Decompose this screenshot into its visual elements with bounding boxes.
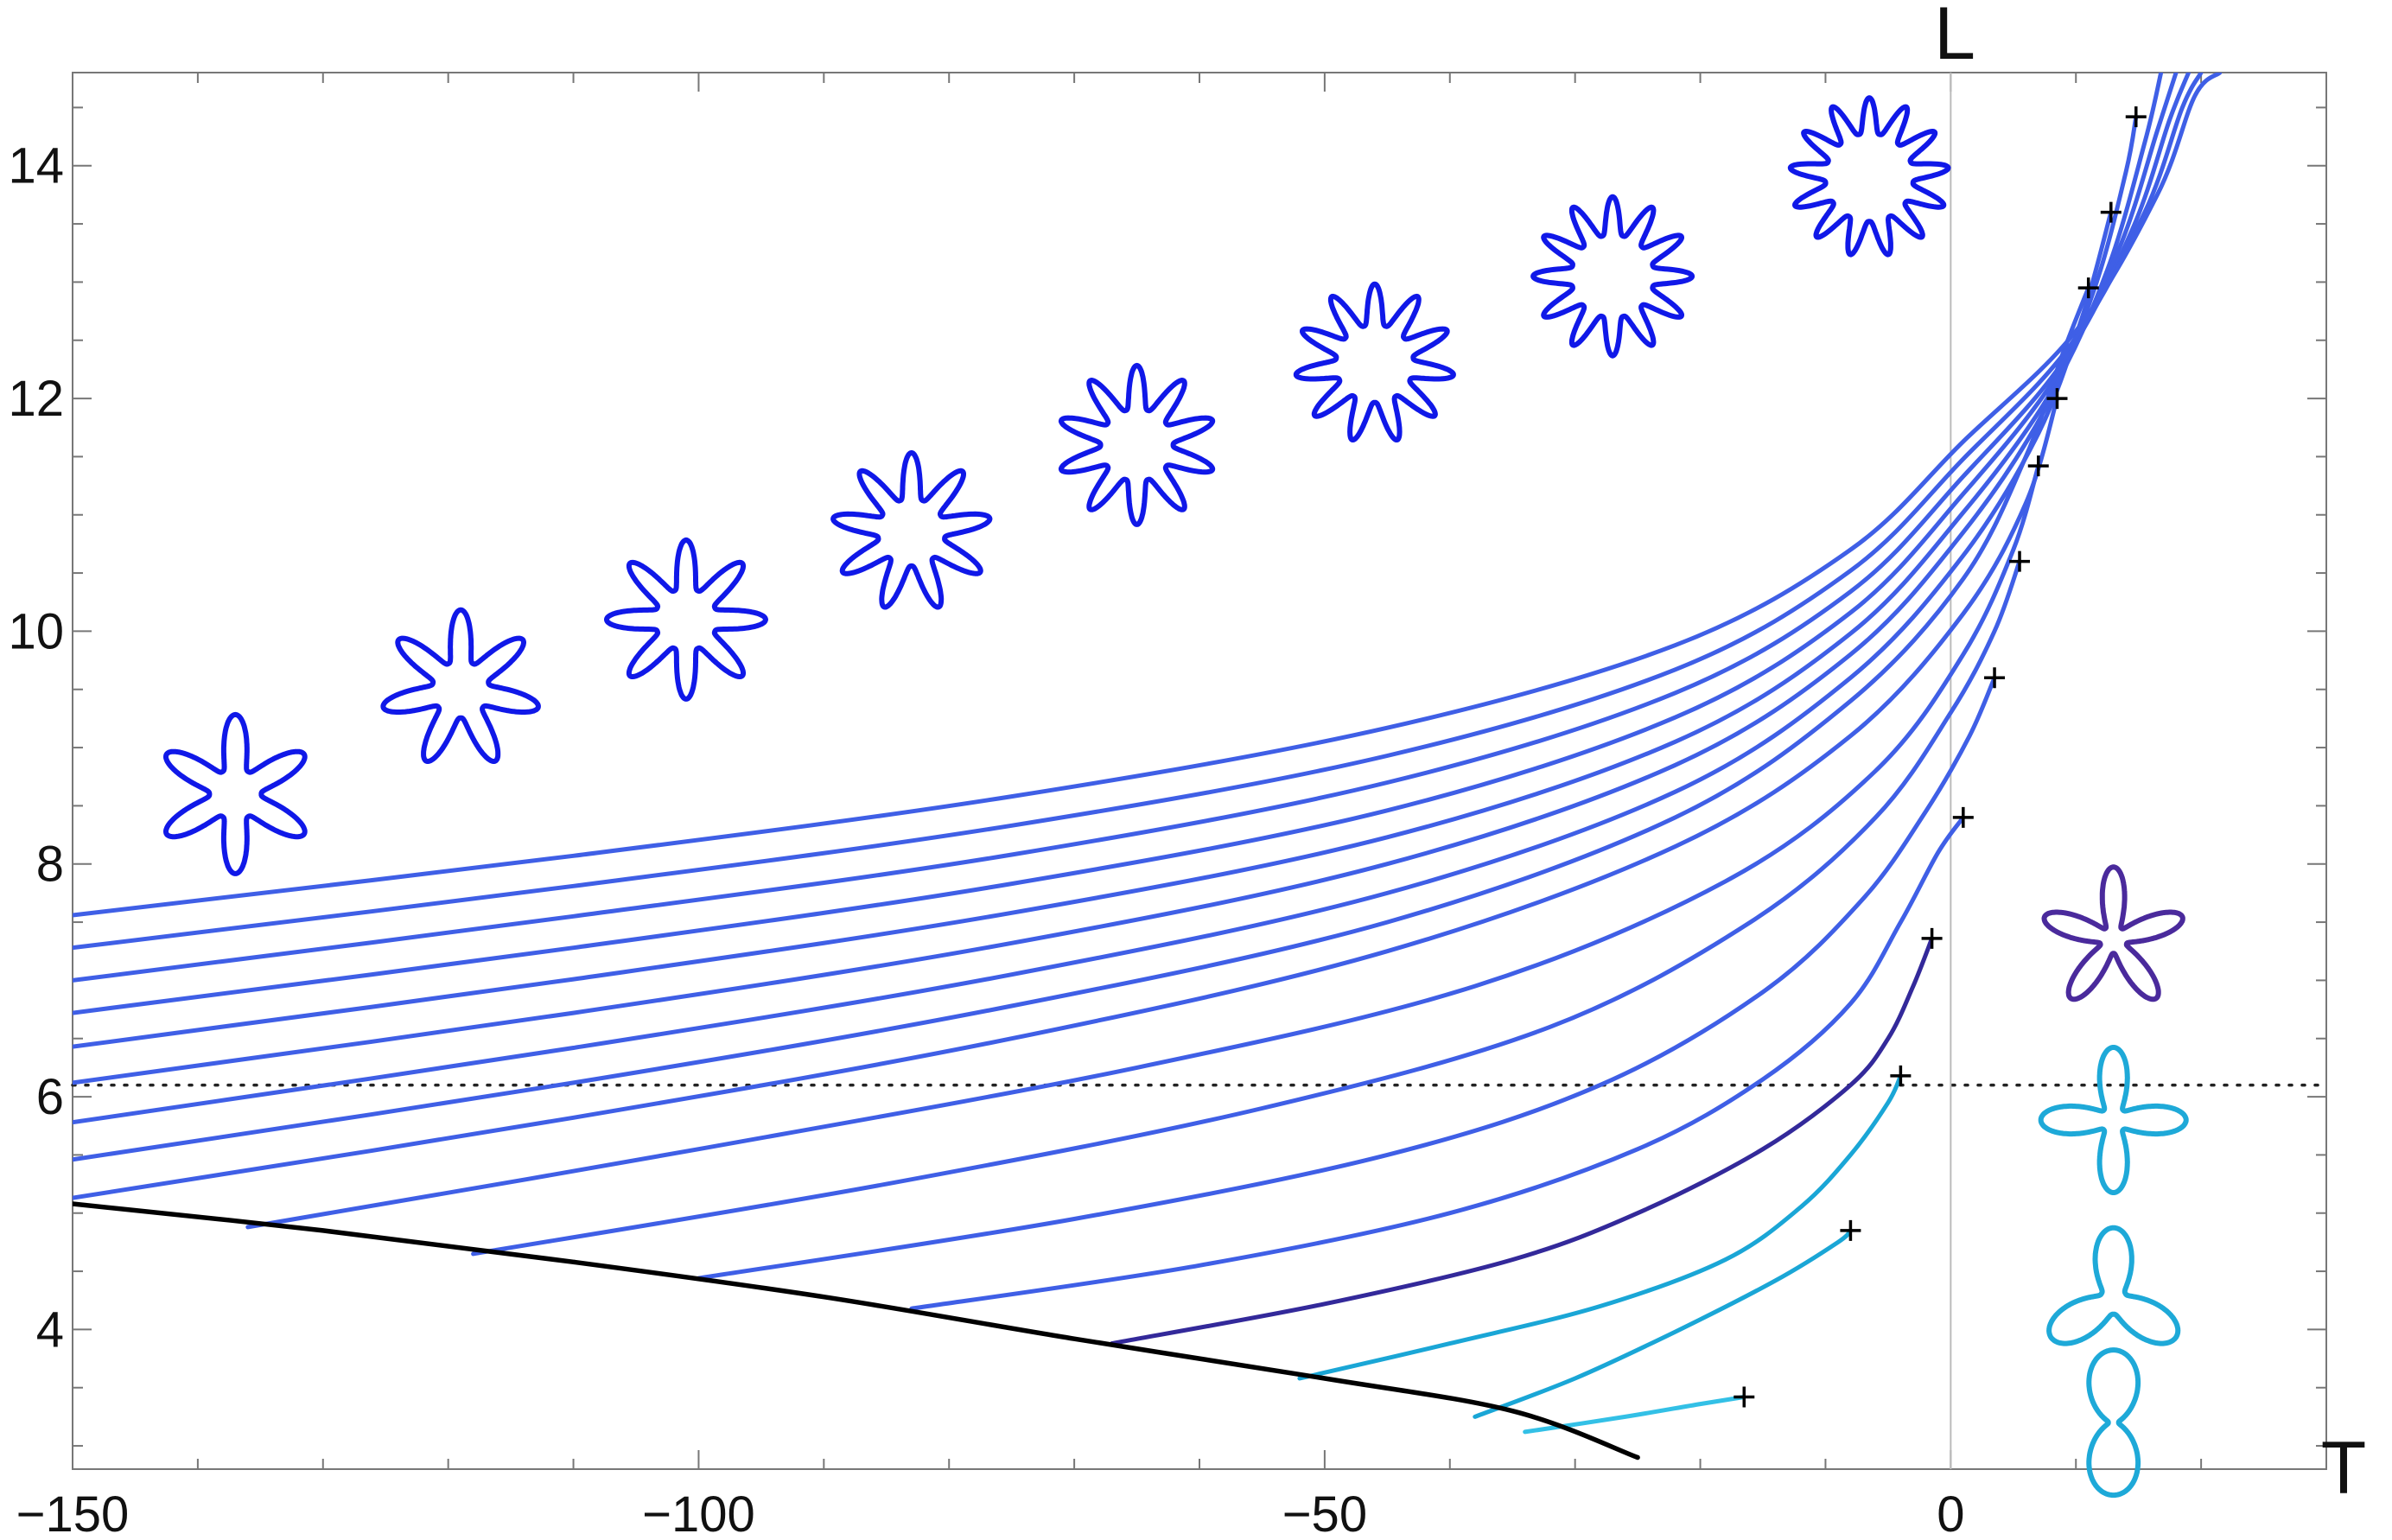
y-tick-label: 14 [8, 138, 64, 194]
flower-inset-9-petals [830, 449, 993, 610]
series-lines [73, 73, 2223, 1435]
y-axis-label: L [1934, 0, 1975, 75]
endpoint-marker-1 [1734, 1386, 1755, 1408]
endpoint-marker-12 [2125, 106, 2147, 128]
y-tick-label: 4 [36, 1301, 64, 1358]
flower-inset-10-petals [1058, 362, 1216, 527]
endpoint-marker-6 [1984, 667, 2006, 689]
boundary-curve [73, 1201, 1640, 1460]
endpoint-marker-11 [2100, 201, 2122, 223]
endpoint-marker-9 [2046, 388, 2068, 410]
endpoint-marker-2 [1840, 1219, 1861, 1241]
endpoint-marker-3 [1890, 1065, 1912, 1086]
flower-inset-2-petals [2086, 1347, 2141, 1499]
flower-inset-8-petals [604, 537, 768, 702]
series-line-5 [909, 815, 1966, 1311]
series-line-17 [73, 73, 2223, 918]
series-line-8 [245, 463, 2041, 1230]
series-line-7 [471, 559, 2022, 1257]
y-tick-label: 12 [8, 371, 64, 427]
flower-inset-5-petals [2041, 864, 2185, 1002]
x-tick-label: −150 [16, 1486, 130, 1540]
endpoint-marker-10 [2077, 277, 2099, 299]
x-tick-label: −50 [1282, 1486, 1367, 1540]
y-tick-label: 8 [36, 837, 64, 893]
endpoint-marker-7 [2009, 550, 2031, 572]
series-line-2 [1473, 1228, 1853, 1419]
x-tick-label: 0 [1937, 1486, 1964, 1540]
endpoint-marker-5 [1952, 806, 1974, 828]
series-line-11 [73, 210, 2114, 1125]
flower-inset-3-petals [2046, 1225, 2181, 1346]
y-tick-label: 10 [8, 603, 64, 659]
flower-inset-4-petals [2038, 1045, 2189, 1195]
plot-frame [72, 72, 2327, 1470]
series-line-3 [1297, 1073, 1903, 1381]
flower-inset-7-petals [380, 607, 541, 764]
flower-inset-12-petals [1530, 194, 1695, 359]
flower-inset-13-petals [1787, 95, 1951, 258]
y-tick-labels: 4 6 8 10 12 14 [8, 138, 64, 1359]
reference-lines [71, 73, 2328, 1469]
y-tick-label: 6 [36, 1069, 64, 1125]
endpoint-marker-8 [2027, 455, 2049, 477]
endpoint-markers [1734, 106, 2147, 1408]
series-line-16 [73, 73, 2204, 951]
x-tick-labels: −150 −100 −50 0 [16, 1486, 1965, 1540]
x-tick-label: −100 [642, 1486, 755, 1540]
flower-insets [163, 95, 2189, 1499]
flower-inset-6-petals [163, 711, 308, 876]
boundary-line [73, 1201, 1640, 1460]
plot-frame-rect [72, 72, 2327, 1470]
flower-inset-11-petals [1293, 281, 1456, 442]
axis-ticks [72, 73, 2327, 1469]
endpoint-marker-4 [1921, 927, 1943, 949]
series-line-4 [1110, 936, 1935, 1346]
x-axis-label: T [2321, 1427, 2367, 1510]
series-line-9 [73, 396, 2059, 1200]
series-line-6 [696, 675, 1997, 1281]
series-line-15 [73, 73, 2192, 983]
